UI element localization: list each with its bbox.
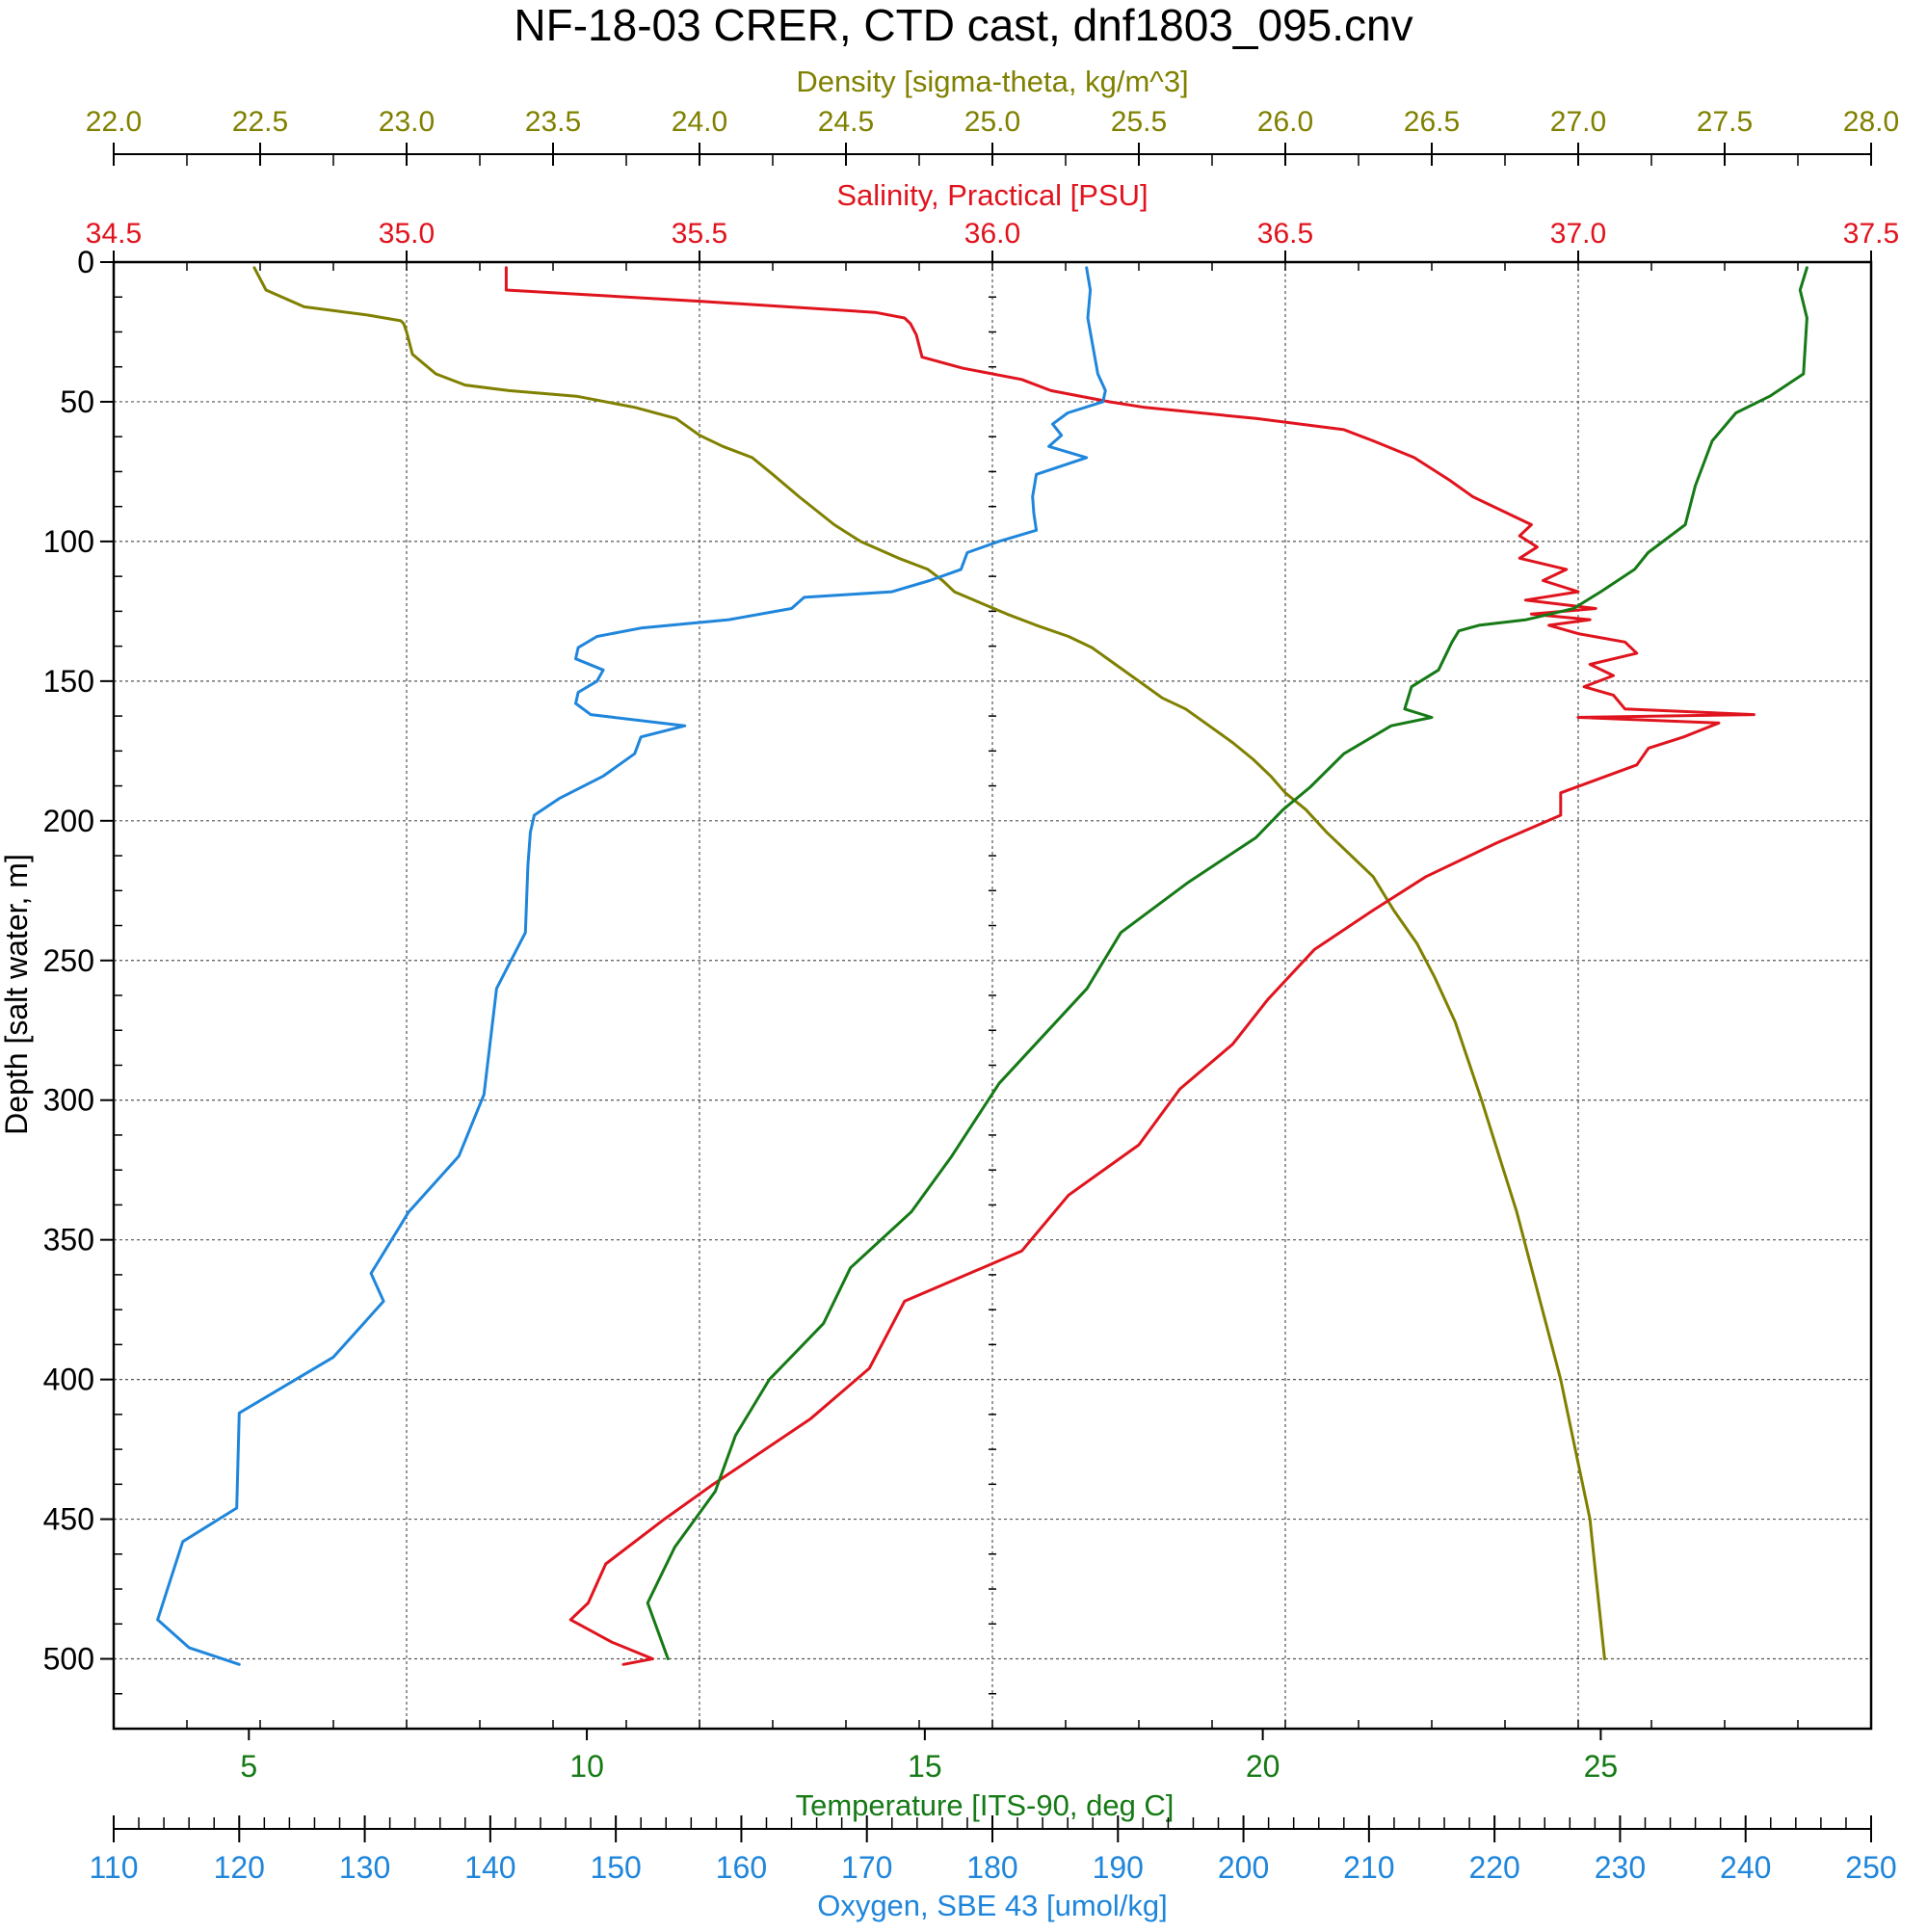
oxygen-tick-label: 150 [590, 1850, 641, 1885]
density-tick-label: 24.0 [672, 106, 727, 138]
salinity-tick-label: 37.5 [1843, 218, 1899, 250]
density-tick-label: 25.0 [964, 106, 1020, 138]
density-tick-label: 28.0 [1843, 106, 1899, 138]
density-series-line [252, 266, 1606, 1660]
density-tick-label: 25.5 [1111, 106, 1167, 138]
temperature-tick-label: 20 [1246, 1749, 1280, 1784]
oxygen-tick-label: 250 [1845, 1850, 1896, 1885]
oxygen-tick-label: 110 [89, 1850, 138, 1885]
salinity-tick-label: 37.0 [1550, 218, 1606, 250]
salinity-series-line [504, 266, 1755, 1666]
y-tick-label: 450 [43, 1502, 94, 1537]
density-tick-label: 22.0 [86, 106, 142, 138]
salinity-tick-label: 35.5 [672, 218, 727, 250]
y-tick-label: 50 [60, 384, 94, 419]
oxygen-tick-label: 200 [1218, 1850, 1269, 1885]
oxygen-tick-label: 180 [966, 1850, 1017, 1885]
axes: 0 50 100 150 200 250 300 350 400 450 500 34.5 35.0 35… [43, 65, 1900, 1922]
density-axis-title: Density [sigma-theta, kg/m^3] [796, 65, 1188, 98]
y-tick-label: 400 [43, 1363, 94, 1397]
temperature-tick-label: 25 [1584, 1749, 1619, 1784]
oxygen-tick-label: 240 [1720, 1850, 1771, 1885]
oxygen-tick-label: 120 [214, 1850, 265, 1885]
temperature-tick-label: 10 [569, 1749, 604, 1784]
density-tick-label: 23.0 [379, 106, 435, 138]
salinity-tick-label: 36.0 [964, 218, 1020, 250]
y-tick-label: 500 [43, 1642, 94, 1677]
y-tick-label: 150 [43, 664, 94, 699]
oxygen-tick-label: 210 [1343, 1850, 1394, 1885]
density-tick-label: 26.5 [1404, 106, 1460, 138]
y-tick-label: 250 [43, 943, 94, 978]
y-tick-label: 0 [77, 245, 94, 279]
density-tick-label: 27.5 [1697, 106, 1753, 138]
y-tick-label: 200 [43, 804, 94, 838]
salinity-tick-label: 36.5 [1257, 218, 1313, 250]
y-tick-label: 300 [43, 1083, 94, 1118]
density-tick-label: 24.5 [818, 106, 874, 138]
temperature-tick-label: 15 [908, 1749, 942, 1784]
chart-title: NF-18-03 CRER, CTD cast, dnf1803_095.cnv [514, 0, 1412, 50]
series-lines [156, 266, 1808, 1666]
y-tick-label: 100 [43, 524, 94, 559]
density-tick-label: 26.0 [1257, 106, 1313, 138]
oxygen-tick-label: 140 [464, 1850, 515, 1885]
salinity-tick-label: 34.5 [86, 218, 142, 250]
y-tick-label: 350 [43, 1223, 94, 1257]
temperature-series-line [646, 266, 1808, 1660]
salinity-tick-label: 35.0 [379, 218, 435, 250]
oxygen-tick-label: 190 [1093, 1850, 1144, 1885]
oxygen-tick-label: 130 [339, 1850, 390, 1885]
oxygen-axis-title: Oxygen, SBE 43 [umol/kg] [817, 1889, 1168, 1922]
density-tick-label: 22.5 [232, 106, 288, 138]
oxygen-series-line [156, 266, 1107, 1666]
temperature-axis-title: Temperature [ITS-90, deg C] [796, 1788, 1175, 1822]
density-tick-label: 23.5 [525, 106, 581, 138]
oxygen-tick-label: 220 [1468, 1850, 1519, 1885]
density-tick-label: 27.0 [1550, 106, 1606, 138]
oxygen-tick-label: 170 [841, 1850, 892, 1885]
y-axis-title: Depth [salt water, m] [0, 854, 34, 1135]
temperature-tick-label: 5 [240, 1749, 257, 1784]
oxygen-tick-label: 160 [716, 1850, 767, 1885]
oxygen-tick-label: 230 [1595, 1850, 1646, 1885]
salinity-axis-title: Salinity, Practical [PSU] [836, 178, 1148, 212]
